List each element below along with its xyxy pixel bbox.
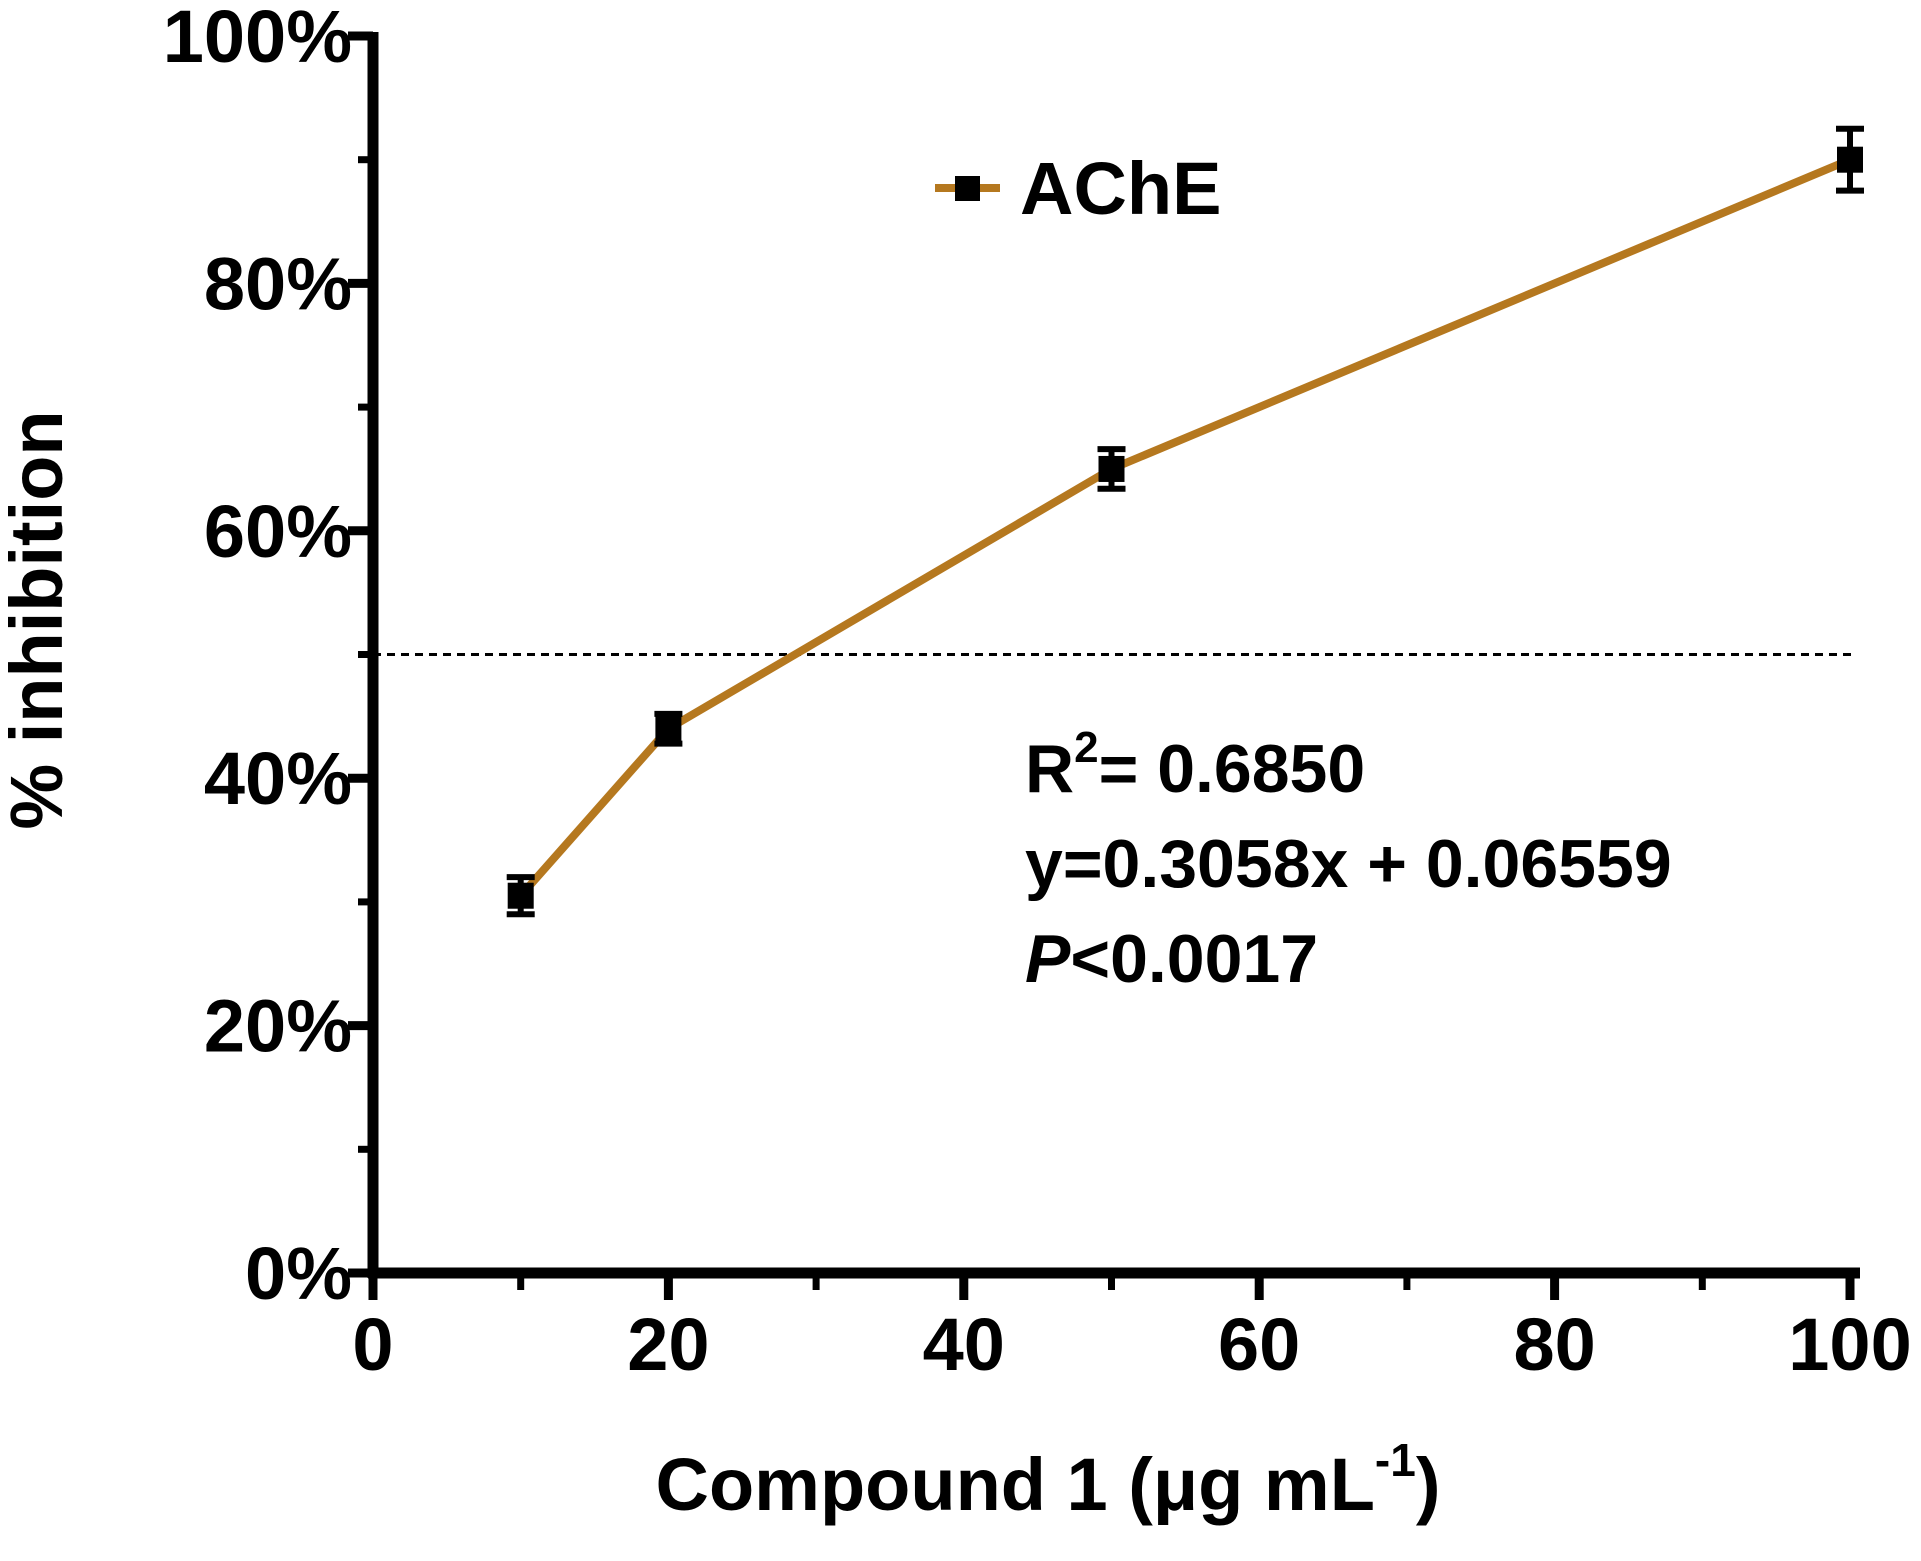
- x-tick-label: 40: [923, 1303, 1005, 1386]
- stats-annotation: R2= 0.6850 y=0.3058x + 0.06559 P<0.0017: [1025, 723, 1672, 997]
- x-tick-label: 20: [627, 1303, 709, 1386]
- y-tick-label: 60%: [204, 490, 352, 573]
- y-tick-label: 100%: [163, 0, 352, 78]
- legend-marker: [955, 176, 980, 201]
- y-tick-label: 0%: [245, 1232, 352, 1315]
- p-symbol: P: [1025, 921, 1071, 997]
- r-squared-label: R: [1025, 731, 1074, 807]
- data-point: [1837, 146, 1863, 173]
- y-tick-label: 40%: [204, 737, 352, 820]
- x-axis-label-sup: -1: [1375, 1434, 1416, 1486]
- legend-label-ache: AChE: [1020, 147, 1221, 230]
- x-axis-label-close: ): [1416, 1443, 1441, 1526]
- equation-text: y=0.3058x + 0.06559: [1025, 826, 1672, 902]
- r-squared-sup: 2: [1074, 723, 1098, 772]
- x-tick-label: 100: [1788, 1303, 1911, 1386]
- series-group: [506, 125, 1864, 918]
- p-value: <0.0017: [1070, 921, 1318, 997]
- x-axis-label: Compound 1 (μg mL-1): [656, 1434, 1441, 1526]
- p-value-text: P<0.0017: [1025, 921, 1318, 997]
- y-axis-label: % inhibition: [0, 410, 78, 829]
- r-squared-value: = 0.6850: [1099, 731, 1366, 807]
- y-tick-label: 80%: [204, 242, 352, 325]
- y-tick-label: 20%: [204, 985, 352, 1068]
- series-line-ache: [517, 156, 1852, 899]
- x-tick-label: 80: [1513, 1303, 1595, 1386]
- data-point: [655, 715, 682, 742]
- legend: AChE: [935, 147, 1221, 230]
- data-point: [507, 882, 534, 909]
- x-axis-label-main: Compound 1 (μg mL: [656, 1443, 1375, 1526]
- x-tick-label: 60: [1218, 1303, 1300, 1386]
- tick-marks: [348, 31, 1855, 1300]
- r-squared-text: R2= 0.6850: [1025, 723, 1365, 807]
- x-tick-label: 0: [352, 1303, 393, 1386]
- data-point: [1098, 455, 1125, 482]
